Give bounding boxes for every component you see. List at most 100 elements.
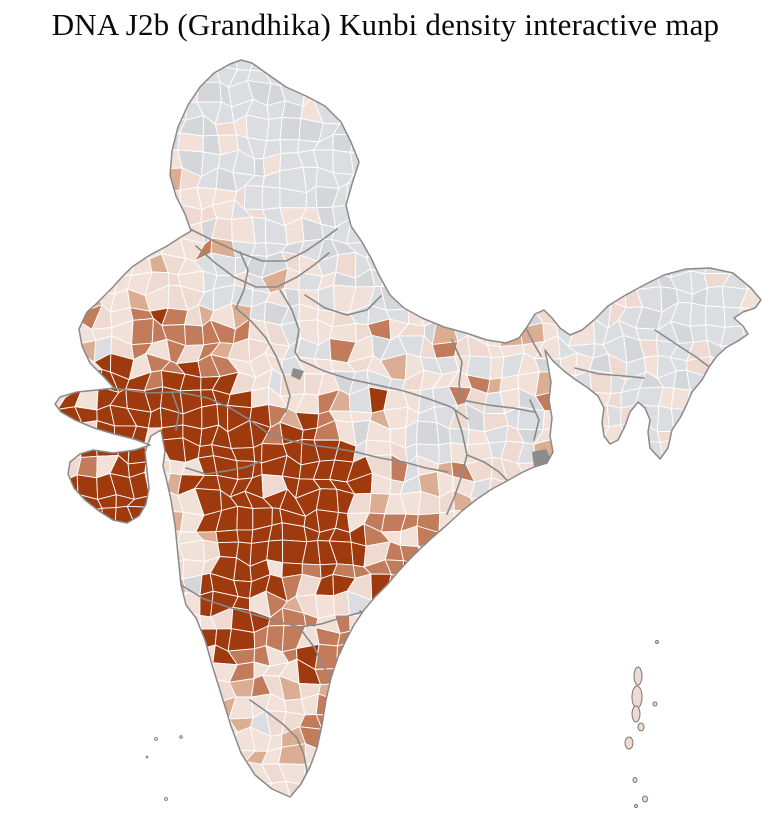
district-cell[interactable] <box>42 455 62 483</box>
district-cell[interactable] <box>520 698 545 722</box>
district-cell[interactable] <box>64 696 84 719</box>
district-cell[interactable] <box>184 324 205 347</box>
district-cell[interactable] <box>114 745 131 767</box>
district-cell[interactable] <box>42 256 60 278</box>
district-cell[interactable] <box>113 642 133 663</box>
district-cell[interactable] <box>521 255 537 276</box>
district-cell[interactable] <box>78 678 101 702</box>
district-cell[interactable] <box>688 714 708 737</box>
district-cell[interactable] <box>583 692 612 715</box>
district-cell[interactable] <box>500 795 528 814</box>
district-cell[interactable] <box>517 169 538 185</box>
district-cell[interactable] <box>414 632 436 648</box>
district-cell[interactable] <box>454 543 477 567</box>
district-cell[interactable] <box>538 801 558 814</box>
district-cell[interactable] <box>91 85 115 101</box>
district-cell[interactable] <box>416 267 439 292</box>
district-cell[interactable] <box>99 591 115 618</box>
district-cell[interactable] <box>503 698 528 713</box>
district-cell[interactable] <box>386 202 407 221</box>
district-cell[interactable] <box>58 630 83 653</box>
district-cell[interactable] <box>468 47 493 73</box>
district-cell[interactable] <box>348 640 368 671</box>
district-cell[interactable] <box>689 607 715 626</box>
district-cell[interactable] <box>641 233 656 261</box>
district-cell[interactable] <box>620 238 644 261</box>
district-cell[interactable] <box>74 743 103 772</box>
district-cell[interactable] <box>583 712 612 731</box>
district-cell[interactable] <box>635 188 661 207</box>
district-cell[interactable] <box>423 727 436 750</box>
district-cell[interactable] <box>470 497 494 513</box>
district-cell[interactable] <box>585 404 610 428</box>
district-cell[interactable] <box>569 574 588 602</box>
district-cell[interactable] <box>56 777 85 805</box>
district-cell[interactable] <box>148 65 170 85</box>
district-cell[interactable] <box>108 709 129 737</box>
district-cell[interactable] <box>279 62 308 86</box>
district-cell[interactable] <box>383 97 409 127</box>
district-cell[interactable] <box>742 778 763 803</box>
district-cell[interactable] <box>399 219 420 241</box>
district-cell[interactable] <box>116 540 130 568</box>
district-cell[interactable] <box>449 743 470 767</box>
district-cell[interactable] <box>656 642 681 670</box>
district-cell[interactable] <box>456 82 477 109</box>
district-cell[interactable] <box>756 717 771 733</box>
district-cell[interactable] <box>202 134 221 156</box>
district-cell[interactable] <box>571 185 593 205</box>
district-cell[interactable] <box>432 799 454 814</box>
district-cell[interactable] <box>473 300 491 330</box>
district-cell[interactable] <box>636 86 661 104</box>
district-cell[interactable] <box>620 599 647 611</box>
district-cell[interactable] <box>128 521 151 549</box>
district-cell[interactable] <box>743 268 762 290</box>
district-cell[interactable] <box>568 496 595 515</box>
district-cell[interactable] <box>743 251 762 277</box>
district-cell[interactable] <box>567 713 593 738</box>
district-cell[interactable] <box>556 55 574 70</box>
district-cell[interactable] <box>739 374 761 398</box>
district-cell[interactable] <box>383 217 410 241</box>
district-cell[interactable] <box>737 574 766 598</box>
district-cell[interactable] <box>756 53 771 74</box>
district-cell[interactable] <box>96 199 117 227</box>
district-cell[interactable] <box>95 271 118 295</box>
district-cell[interactable] <box>416 783 442 805</box>
district-cell[interactable] <box>550 148 578 170</box>
district-cell[interactable] <box>453 574 475 597</box>
district-cell[interactable] <box>96 66 119 87</box>
district-cell[interactable] <box>279 116 302 141</box>
district-cell[interactable] <box>603 544 630 564</box>
district-cell[interactable] <box>41 680 66 704</box>
district-cell[interactable] <box>553 608 578 636</box>
district-cell[interactable] <box>727 234 746 263</box>
district-cell[interactable] <box>490 47 508 73</box>
district-cell[interactable] <box>365 675 390 702</box>
district-cell[interactable] <box>131 778 154 800</box>
district-cell[interactable] <box>487 257 510 277</box>
district-cell[interactable] <box>47 339 67 363</box>
district-cell[interactable] <box>571 121 589 142</box>
district-cell[interactable] <box>368 50 392 75</box>
district-cell[interactable] <box>168 628 189 651</box>
district-cell[interactable] <box>707 82 727 102</box>
district-cell[interactable] <box>643 643 664 670</box>
district-cell[interactable] <box>634 522 663 542</box>
district-cell[interactable] <box>159 695 186 721</box>
district-cell[interactable] <box>525 99 545 127</box>
district-cell[interactable] <box>96 224 114 238</box>
district-cell[interactable] <box>350 80 373 108</box>
district-cell[interactable] <box>689 642 709 668</box>
district-cell[interactable] <box>730 257 746 275</box>
district-cell[interactable] <box>62 344 82 356</box>
district-cell[interactable] <box>418 101 437 121</box>
district-cell[interactable] <box>556 477 578 498</box>
district-cell[interactable] <box>95 616 115 632</box>
district-cell[interactable] <box>588 611 614 636</box>
district-cell[interactable] <box>397 269 420 290</box>
district-cell[interactable] <box>399 150 421 176</box>
district-cell[interactable] <box>466 765 489 783</box>
district-cell[interactable] <box>143 711 163 732</box>
district-cell[interactable] <box>519 676 545 701</box>
